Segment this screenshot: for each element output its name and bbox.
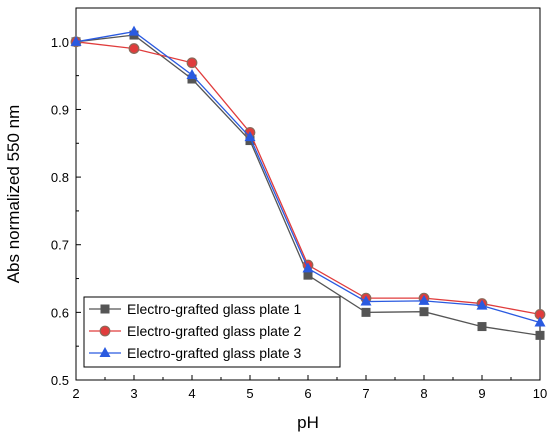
legend-entry: Electro-grafted glass plate 2 [89,323,302,339]
series-line [75,34,541,337]
data-point [70,35,82,46]
y-tick-label: 0.5 [51,373,69,388]
y-tick-label: 0.6 [51,305,69,320]
x-tick-label: 2 [72,386,79,401]
data-point [186,68,198,79]
series-layer [70,25,546,340]
data-point [187,74,197,84]
y-tick-label: 0.7 [51,238,69,253]
data-point [418,294,430,305]
x-tick-label: 6 [304,386,311,401]
data-point [128,25,140,36]
legend-entry: Electro-grafted glass plate 1 [89,301,302,317]
legend-entry: Electro-grafted glass plate 3 [89,345,302,361]
legend-swatch-marker [99,325,111,337]
data-point [477,322,487,332]
y-axis-title: Abs normalized 550 nm [4,105,23,284]
series-1 [71,30,545,340]
legend-label: Electro-grafted glass plate 3 [127,345,302,361]
data-point [360,295,372,306]
legend: Electro-grafted glass plate 1 Electro-gra… [83,296,341,368]
data-point [244,131,256,142]
data-point [534,316,546,327]
y-axis-label: Abs normalized 550 nm [4,105,23,284]
legend-label: Electro-grafted glass plate 2 [127,323,302,339]
data-point [361,307,371,317]
x-tick-label: 8 [420,386,427,401]
data-point [303,270,313,280]
legend-box [83,296,341,368]
legend-swatch-marker [99,347,111,357]
y-tick-label: 1.0 [51,35,69,50]
x-tick-label: 10 [533,386,547,401]
x-tick-label: 4 [188,386,195,401]
data-point [419,307,429,317]
data-point [128,43,140,54]
x-axis-title: pH [297,413,319,432]
legend-swatch-marker [100,304,110,314]
data-point [302,262,314,273]
legend-label: Electro-grafted glass plate 1 [127,301,302,317]
x-tick-label: 3 [130,386,137,401]
y-tick-label: 0.9 [51,102,69,117]
axes: 2 3 4 5 6 7 8 9 10 0.5 0.6 0.7 0.8 0.9 1.0 [51,7,547,401]
series-3 [70,25,546,327]
data-point [535,330,545,340]
data-point [186,57,198,69]
y-tick-label: 0.8 [51,170,69,185]
x-tick-label: 5 [246,386,253,401]
x-axis-label: pH [297,413,319,432]
x-tick-label: 9 [478,386,485,401]
data-point [476,299,488,310]
x-tick-label: 7 [362,386,369,401]
